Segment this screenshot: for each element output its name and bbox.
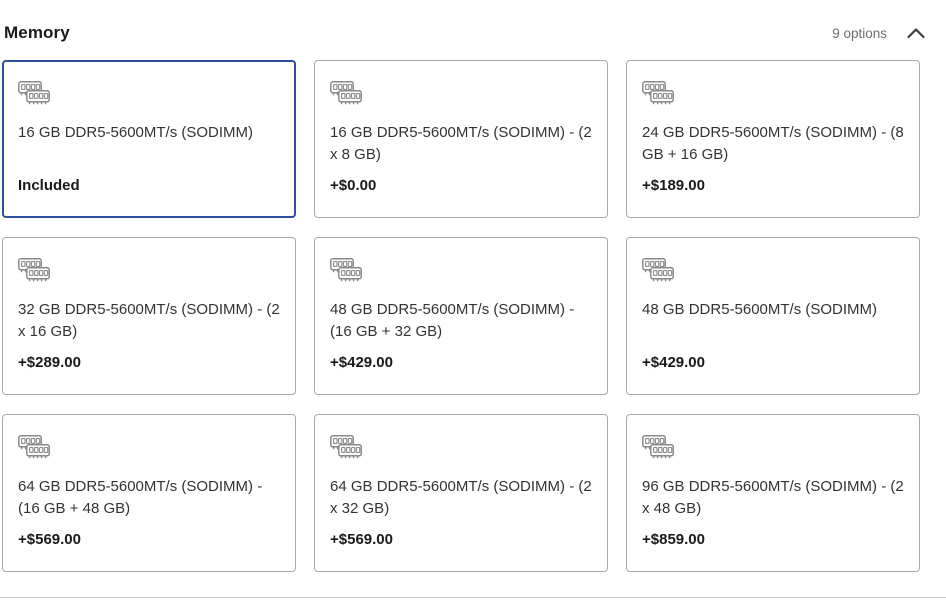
option-title: 16 GB DDR5-5600MT/s (SODIMM) bbox=[18, 124, 254, 141]
memory-option-card[interactable]: 16 GB DDR5-5600MT/s (SODIMM) Included bbox=[2, 60, 296, 218]
section-collapse-toggle[interactable]: 9 options bbox=[832, 26, 926, 41]
chevron-up-icon[interactable] bbox=[906, 27, 926, 39]
option-price: +$289.00 bbox=[18, 354, 81, 371]
memory-option-card[interactable]: 48 GB DDR5-5600MT/s (SODIMM) - (16 GB + … bbox=[314, 237, 608, 395]
memory-option-card[interactable]: 64 GB DDR5-5600MT/s (SODIMM) - (2 x 32 G… bbox=[314, 414, 608, 572]
ram-icon bbox=[330, 81, 592, 107]
ram-icon bbox=[642, 81, 904, 107]
option-price: +$569.00 bbox=[330, 531, 393, 548]
ram-icon bbox=[642, 435, 904, 461]
memory-option-card[interactable]: 96 GB DDR5-5600MT/s (SODIMM) - (2 x 48 G… bbox=[626, 414, 920, 572]
option-price: +$569.00 bbox=[18, 531, 81, 548]
ram-icon bbox=[330, 258, 592, 284]
option-price: +$189.00 bbox=[642, 177, 705, 194]
ram-icon bbox=[642, 258, 904, 284]
memory-section-header: Memory 9 options bbox=[0, 0, 946, 60]
ram-icon bbox=[18, 258, 280, 284]
ram-icon bbox=[18, 435, 280, 461]
option-title: 64 GB DDR5-5600MT/s (SODIMM) - (16 GB + … bbox=[18, 478, 263, 517]
option-price: +$0.00 bbox=[330, 177, 377, 194]
memory-option-card[interactable]: 16 GB DDR5-5600MT/s (SODIMM) - (2 x 8 GB… bbox=[314, 60, 608, 218]
ram-icon bbox=[18, 81, 280, 107]
section-title: Memory bbox=[4, 23, 70, 42]
options-count-label: 9 options bbox=[832, 25, 887, 41]
memory-option-card[interactable]: 24 GB DDR5-5600MT/s (SODIMM) - (8 GB + 1… bbox=[626, 60, 920, 218]
option-title: 16 GB DDR5-5600MT/s (SODIMM) - (2 x 8 GB… bbox=[330, 124, 592, 163]
ram-icon bbox=[330, 435, 592, 461]
option-price: +$429.00 bbox=[330, 354, 393, 371]
section-divider bbox=[0, 597, 946, 598]
memory-option-card[interactable]: 32 GB DDR5-5600MT/s (SODIMM) - (2 x 16 G… bbox=[2, 237, 296, 395]
option-title: 24 GB DDR5-5600MT/s (SODIMM) - (8 GB + 1… bbox=[642, 124, 904, 163]
option-title: 64 GB DDR5-5600MT/s (SODIMM) - (2 x 32 G… bbox=[330, 478, 592, 517]
option-price: +$859.00 bbox=[642, 531, 705, 548]
memory-option-card[interactable]: 48 GB DDR5-5600MT/s (SODIMM) +$429.00 bbox=[626, 237, 920, 395]
option-title: 48 GB DDR5-5600MT/s (SODIMM) - (16 GB + … bbox=[330, 301, 575, 340]
memory-options-grid: 16 GB DDR5-5600MT/s (SODIMM) Included 16… bbox=[2, 60, 946, 572]
option-title: 96 GB DDR5-5600MT/s (SODIMM) - (2 x 48 G… bbox=[642, 478, 904, 517]
option-title: 48 GB DDR5-5600MT/s (SODIMM) bbox=[642, 301, 878, 318]
option-price: Included bbox=[18, 177, 80, 194]
option-title: 32 GB DDR5-5600MT/s (SODIMM) - (2 x 16 G… bbox=[18, 301, 280, 340]
memory-option-card[interactable]: 64 GB DDR5-5600MT/s (SODIMM) - (16 GB + … bbox=[2, 414, 296, 572]
option-price: +$429.00 bbox=[642, 354, 705, 371]
